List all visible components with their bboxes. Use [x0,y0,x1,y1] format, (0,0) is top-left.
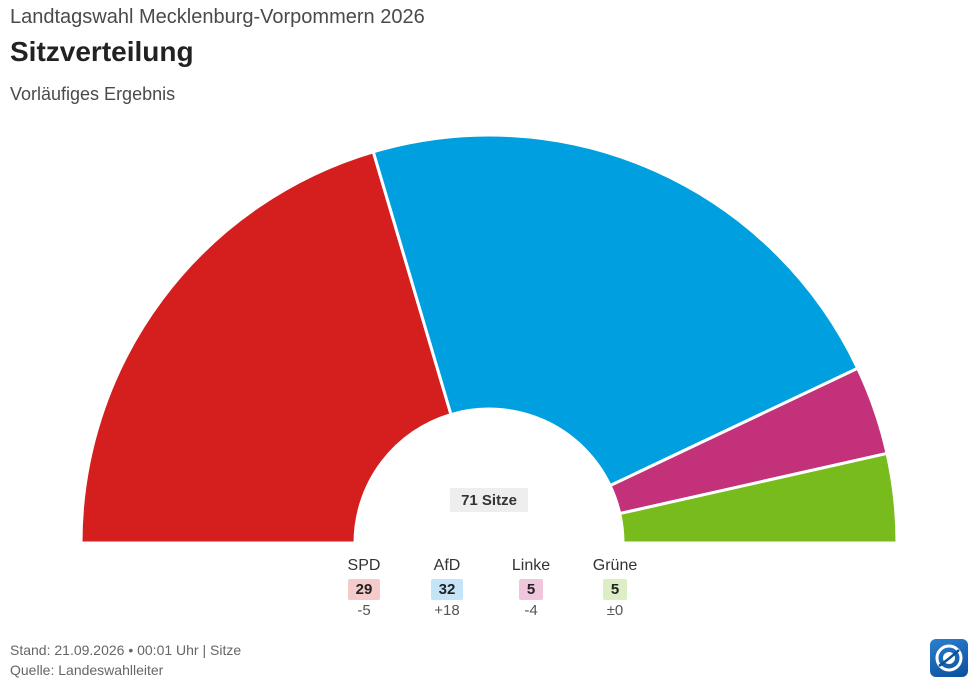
total-seats-text: 71 Sitze [461,492,517,509]
broadcaster-logo-icon[interactable] [930,639,968,677]
chart-title: Sitzverteilung [10,36,194,67]
legend-seat-count: 5 [518,579,544,600]
chart-supertitle: Landtagswahl Mecklenburg-Vorpommern 2026 [10,6,425,28]
legend-party-name: Linke [511,557,551,574]
seat-segment-spd[interactable] [79,149,453,545]
legend-party-name: SPD [347,557,381,574]
legend-seat-change: -4 [524,602,538,619]
legend-party-name: AfD [433,557,461,574]
chart-subtitle: Vorläufiges Ergebnis [10,84,176,104]
legend: SPD 29 -5 AfD 32 +18 Linke 5 -4 Grüne 5 ±0 [0,556,980,626]
seat-distribution-chart: 71 Sitze [79,133,899,545]
legend-seat-change: ±0 [606,602,624,619]
footer: Stand: 21.09.2026 • 00:01 Uhr | Sitze Qu… [10,640,241,680]
legend-item-grüne: Grüne 5 ±0 [575,556,655,621]
seat-segment-afd[interactable] [371,133,860,488]
legend-party-name: Grüne [592,557,638,574]
legend-seat-count: 5 [602,579,628,600]
legend-seat-change: -5 [357,602,371,619]
seat-segment-grüne[interactable] [617,451,899,545]
footer-stand: Stand: 21.09.2026 • 00:01 Uhr | Sitze [10,642,242,658]
legend-seat-change: +18 [434,602,460,619]
total-seats-label: 71 Sitze [450,488,528,512]
legend-item-afd: AfD 32 +18 [407,556,487,621]
footer-source: Quelle: Landeswahlleiter [10,662,164,678]
legend-seat-count: 29 [347,579,381,600]
legend-item-linke: Linke 5 -4 [491,556,571,621]
legend-seat-count: 32 [430,579,464,600]
legend-item-spd: SPD 29 -5 [324,556,404,621]
